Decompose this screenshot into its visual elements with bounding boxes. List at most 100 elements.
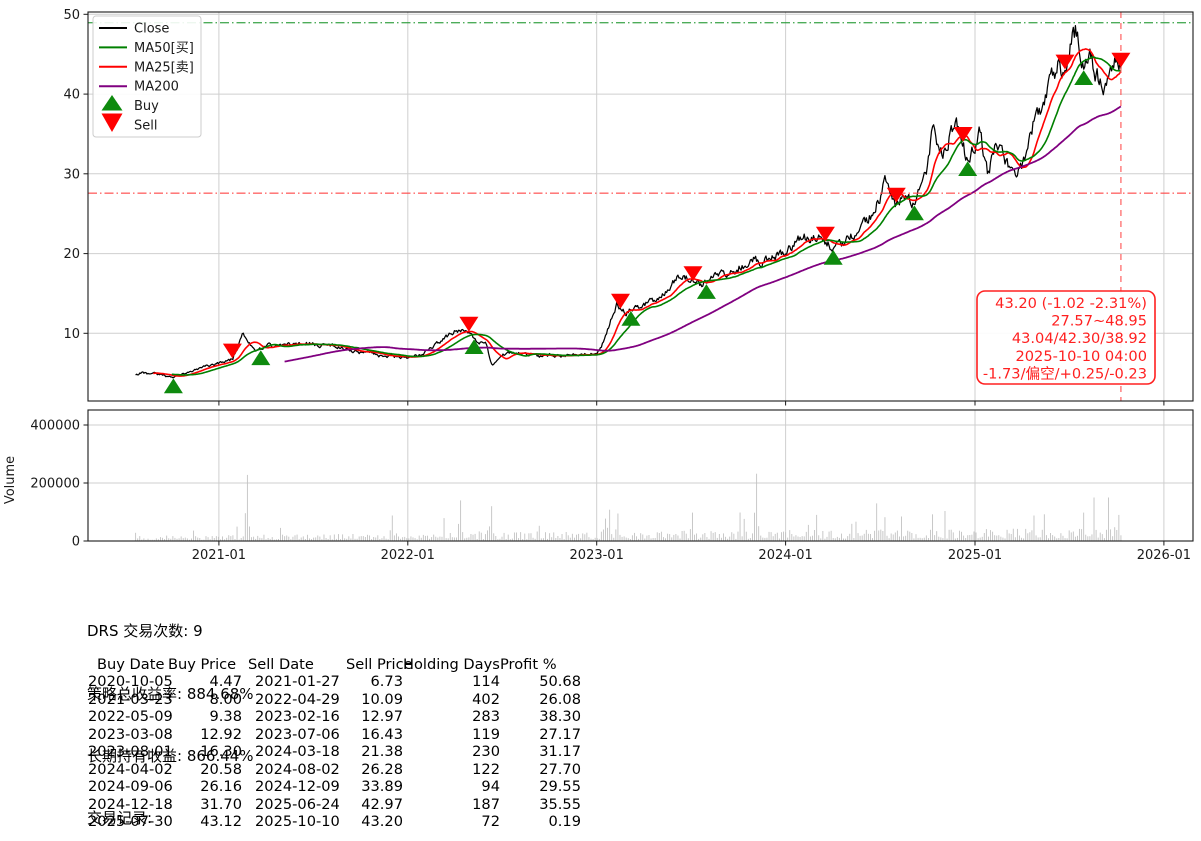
trade-cell: 12.92 <box>200 725 242 743</box>
legend: Close MA50[买] MA25[卖] MA200 Buy Sell <box>92 15 202 138</box>
trades-header-cell: Sell Price <box>346 656 413 673</box>
trade-cell: 12.97 <box>361 708 403 726</box>
buy-marker <box>1074 70 1094 85</box>
trade-cell: 9.38 <box>209 708 243 726</box>
annotation-line: 43.04/42.30/38.92 <box>1012 330 1147 347</box>
stat-trade-count: DRS 交易次数: 9 <box>87 622 203 641</box>
legend-label: MA25[卖] <box>134 60 194 75</box>
x-tick-label: 2024-01 <box>758 548 812 563</box>
legend-label: MA50[买] <box>134 41 194 56</box>
buy-marker <box>464 339 484 354</box>
trade-cell: 26.08 <box>539 690 581 708</box>
trade-row: 2020-10-05 4.47 2021-01-27 6.73 114 50.68 <box>88 673 581 690</box>
trade-cell: 2022-05-09 <box>88 708 173 726</box>
trade-cell: 2024-03-18 <box>255 743 340 761</box>
trade-cell: 187 <box>472 795 500 813</box>
trade-cell: 2024-09-06 <box>88 778 173 796</box>
sell-marker <box>953 127 973 142</box>
trade-row: 2023-08-01 16.30 2024-03-18 21.38 230 31.17 <box>88 743 581 760</box>
stat-trades-title: 交易记录: <box>87 808 153 827</box>
trade-cell: 114 <box>472 673 500 691</box>
trade-cell: 20.58 <box>200 760 242 778</box>
buy-marker <box>251 350 271 366</box>
trade-row: 2024-04-02 20.58 2024-08-02 26.28 122 27.70 <box>88 761 581 778</box>
sell-marker <box>815 226 835 242</box>
trade-cell: 402 <box>472 690 500 708</box>
trade-cell: 2024-04-02 <box>88 760 173 778</box>
trade-cell: 0.19 <box>548 813 582 831</box>
trade-cell: 16.43 <box>361 725 403 743</box>
volume-tick-label: 400000 <box>30 419 80 434</box>
trade-cell: 119 <box>472 725 500 743</box>
trade-cell: 283 <box>472 708 500 726</box>
trade-markers <box>163 52 1131 394</box>
sell-marker <box>459 316 479 332</box>
trade-cell: 122 <box>472 760 500 778</box>
trade-cell: 29.55 <box>539 778 581 796</box>
trade-cell: 94 <box>481 778 500 796</box>
trades-header-row: Buy Date Buy Price Sell Date Sell Price Hold… <box>88 656 581 673</box>
trade-cell: 43.12 <box>200 813 242 831</box>
price-tick-label: 20 <box>63 247 80 262</box>
buy-marker <box>621 311 641 326</box>
stat-hold-return: 长期持有收益: 866.44% <box>87 746 254 765</box>
buy-marker <box>696 284 716 299</box>
trade-cell: 43.20 <box>361 813 403 831</box>
legend-box <box>92 15 202 138</box>
trade-row: 2024-12-18 31.70 2025-06-24 42.97 187 35.55 <box>88 796 581 813</box>
sell-marker <box>1055 54 1075 70</box>
trades-header-cell: Buy Price <box>168 656 237 673</box>
trades-table: Buy Date Buy Price Sell Date Sell Price Hold… <box>88 656 581 831</box>
sell-marker <box>886 187 906 203</box>
trade-row: 2024-09-06 26.16 2024-12-09 33.89 94 29.55 <box>88 778 581 795</box>
trade-cell: 2024-12-09 <box>255 778 340 796</box>
trade-cell: 8.00 <box>209 690 243 708</box>
price-tick-label: 50 <box>63 8 80 23</box>
trade-cell: 26.16 <box>200 778 242 796</box>
trade-cell: 2023-02-16 <box>255 708 340 726</box>
buy-marker <box>958 161 978 176</box>
x-tick-label: 2022-01 <box>381 548 435 563</box>
trade-row: 2022-05-09 9.38 2023-02-16 12.97 283 38.30 <box>88 708 581 725</box>
trade-cell: 6.73 <box>370 673 404 691</box>
buy-marker <box>823 249 843 265</box>
gridlines <box>88 12 1193 542</box>
legend-label: MA200 <box>134 80 179 95</box>
strategy-stats: DRS 交易次数: 9 策略总收益率: 884.68% 长期持有收益: 866.… <box>87 580 254 841</box>
trades-header-cell: Sell Date <box>248 656 314 673</box>
trade-row: 2021-03-23 8.00 2022-04-29 10.09 402 26.08 <box>88 691 581 708</box>
price-volume-chart: 10 20 30 40 50 0 200000 400000 2021-01 2022-01 202… <box>3 8 1194 563</box>
x-tick-label: 2026-01 <box>1137 548 1191 563</box>
annotation-box: 43.20 (-1.02 -2.31%)27.57~48.9543.04/42.… <box>976 290 1156 385</box>
trade-cell: 27.17 <box>539 725 581 743</box>
trade-cell: 35.55 <box>539 795 581 813</box>
legend-buy-marker <box>101 95 123 111</box>
trade-row: 2025-07-30 43.12 2025-10-10 43.20 72 0.19 <box>88 813 581 830</box>
legend-label: Sell <box>134 119 157 134</box>
volume-tick-label: 0 <box>72 535 80 550</box>
trade-cell: 2023-03-08 <box>88 725 173 743</box>
trade-cell: 38.30 <box>539 708 581 726</box>
trade-row: 2023-03-08 12.92 2023-07-06 16.43 119 27.17 <box>88 726 581 743</box>
trade-cell: 50.68 <box>539 673 581 691</box>
trade-cell: 72 <box>481 813 500 831</box>
trade-cell: 2021-03-23 <box>88 690 173 708</box>
price-tick-label: 10 <box>63 327 80 342</box>
annotation-line: 2025-10-10 04:00 <box>1015 348 1147 365</box>
trades-header-cell: Holding Days <box>403 656 500 673</box>
trade-cell: 10.09 <box>361 690 403 708</box>
panel-frames <box>87 11 1194 542</box>
buy-marker <box>904 205 924 221</box>
trade-cell: 2020-10-05 <box>88 673 173 691</box>
trade-cell: 27.70 <box>539 760 581 778</box>
volume-tick-label: 200000 <box>30 477 80 492</box>
axes: 10 20 30 40 50 0 200000 400000 2021-01 2022-01 202… <box>3 8 1191 563</box>
sell-marker <box>611 293 630 309</box>
trade-cell: 2025-06-24 <box>255 795 340 813</box>
trade-cell: 16.30 <box>200 743 242 761</box>
volume-bars <box>135 473 1122 541</box>
price-panel <box>87 11 1194 402</box>
ma25-line <box>153 48 1122 377</box>
trade-cell: 2024-12-18 <box>88 795 173 813</box>
